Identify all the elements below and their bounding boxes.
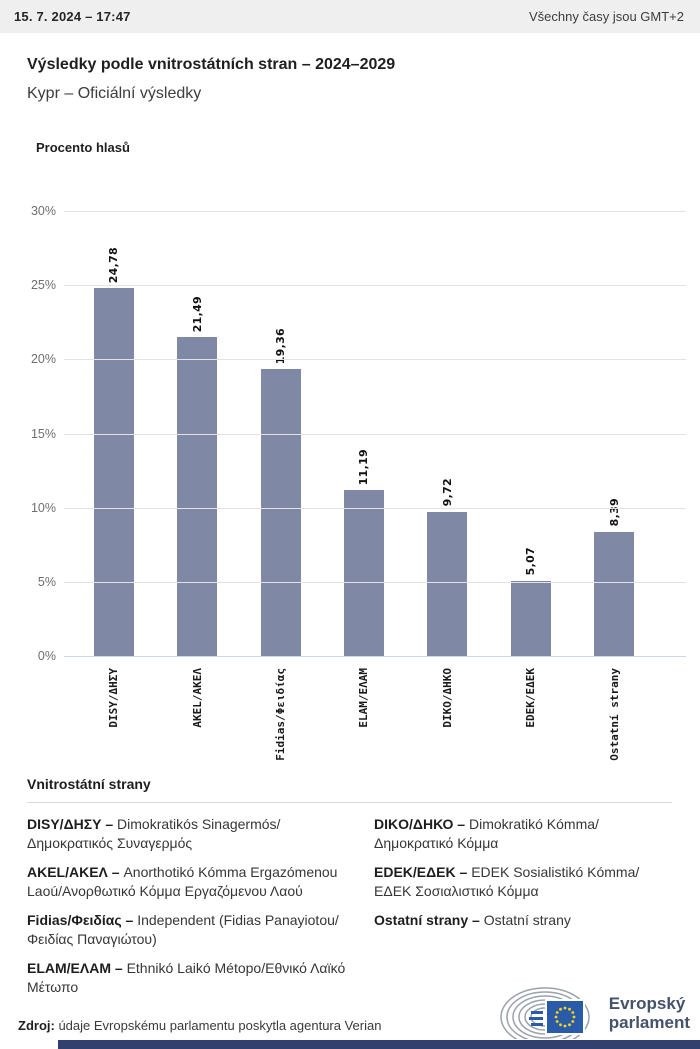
bars-row: 24,78 21,49 19,36 11,19 9,72 5,07 8,39 (64, 211, 686, 656)
bar-column: 24,78 (72, 211, 155, 656)
bottom-bar (58, 1040, 700, 1049)
topbar-datetime: 15. 7. 2024 – 17:47 (14, 9, 131, 24)
source-label: Zdroj: (18, 1018, 55, 1033)
eu-flag-icon (544, 999, 585, 1035)
plot-area: 24,78 21,49 19,36 11,19 9,72 5,07 8,39 30% 25% 2… (31, 204, 686, 663)
bar-column: 5,07 (489, 211, 572, 656)
x-axis-label: DISY/ΔΗΣΥ (107, 668, 121, 728)
legend-entry-description: Anorthotikó Kómma Ergazómenou Laoú/Ανορθ… (27, 864, 338, 899)
chart-axis-title: Procento hlasů (36, 140, 130, 155)
y-tick-label: 30% (30, 204, 56, 218)
topbar-timezone-note: Všechny časy jsou GMT+2 (529, 9, 684, 24)
logo-wordmark: Evropský parlament (609, 994, 690, 1032)
x-label-cell: DIKO/ΔΗΚΟ (406, 656, 489, 766)
legend-entry-name: EDEK/ΕΔΕΚ – (374, 864, 468, 880)
y-tick-label: 10% (30, 500, 56, 515)
legend-entry-description: Ostatní strany (479, 912, 571, 928)
legend-column: DISY/ΔΗΣΥ – Dimokratikós Sinagermós/Δημο… (27, 815, 362, 1007)
x-axis-label: AKEL/ΑΚΕΛ (190, 668, 204, 728)
legend-entry-description: Dimokratikós Sinagermós/Δημοκρατικός Συν… (27, 816, 281, 851)
legend-entry-name: DIKO/ΔΗΚΟ – (374, 816, 466, 832)
footer-source: Zdroj: údaje Evropskému parlamentu posky… (18, 1018, 381, 1033)
bar (93, 288, 134, 656)
legend-entry-description: EDEK Sosialistikó Kómma/ΕΔΕΚ Σοσιαλιστικ… (374, 864, 640, 899)
legend-divider (27, 802, 672, 803)
bar-value-label: 11,19 (357, 448, 371, 486)
legend-entry-name: Fidias/Φειδίας – (27, 912, 134, 928)
x-label-cell: EDEK/ΕΔΕΚ (489, 656, 572, 766)
x-axis-label: ELAM/ΕΛΑΜ (357, 668, 371, 728)
page-subtitle: Kypr – Oficiální výsledky (27, 85, 202, 102)
legend-entry: Ostatní strany – Ostatní strany (374, 911, 672, 930)
bar (427, 511, 468, 656)
bar-column: 8,39 (573, 211, 656, 656)
bar (177, 337, 218, 656)
bar (260, 368, 301, 656)
gridline (64, 211, 686, 212)
x-label-cell: ELAM/ΕΛΑΜ (322, 656, 405, 766)
legend-entry-name: DISY/ΔΗΣΥ – (27, 816, 114, 832)
legend-entry-description: Ethnikó Laikó Métopo/Εθνικό Λαϊκό Μέτωπο (27, 960, 346, 995)
bar (594, 531, 635, 656)
legend-entry-description: Independent (Fidias Panayiotou/Φειδίας Π… (27, 912, 339, 947)
y-tick-label: 25% (30, 278, 56, 293)
y-tick-label: 5% (37, 574, 56, 589)
legend-entry: DIKO/ΔΗΚΟ – Dimokratikó Kómma/Δημοκρατικ… (374, 815, 672, 853)
bar-value-label: 9,72 (440, 478, 454, 507)
legend-entry: Fidias/Φειδίας – Independent (Fidias Pan… (27, 911, 362, 949)
rostrum-stripes (528, 1011, 543, 1026)
x-label-cell: Ostatní strany (573, 656, 656, 766)
legend-section: Vnitrostátní strany DISY/ΔΗΣΥ – Dimokrat… (0, 766, 700, 1007)
bar-column: 19,36 (239, 211, 322, 656)
logo-word-line2: parlament (608, 1013, 690, 1032)
ep-logo: Evropský parlament (489, 987, 690, 1039)
y-tick-label: 15% (30, 426, 56, 441)
bar-column: 21,49 (155, 211, 238, 656)
bar-column: 9,72 (406, 211, 489, 656)
x-axis-label: EDEK/ΕΔΕΚ (524, 668, 538, 728)
gridline (64, 433, 686, 435)
legend-entry-name: Ostatní strany – (374, 912, 480, 928)
topbar: 15. 7. 2024 – 17:47 Všechny časy jsou GM… (0, 0, 700, 33)
legend-entry: ELAM/ΕΛΑΜ – Ethnikó Laikó Métopo/Εθνικό … (27, 959, 362, 997)
bar-value-label: 21,49 (190, 295, 204, 333)
chart: Procento hlasů 24,78 21,49 19,36 11,19 9,72 5… (0, 140, 700, 766)
legend-column: DIKO/ΔΗΚΟ – Dimokratikó Kómma/Δημοκρατικ… (374, 815, 672, 1007)
gridline (64, 359, 686, 361)
source-text: údaje Evropskému parlamentu poskytla age… (54, 1018, 382, 1033)
gridline (64, 507, 686, 509)
x-label-cell: AKEL/ΑΚΕΛ (155, 656, 238, 766)
logo-word-line1: Evropský (608, 994, 686, 1013)
bar-value-label: 8,39 (607, 498, 621, 527)
bar (510, 580, 551, 656)
legend-entry: AKEL/ΑΚΕΛ – Anorthotikó Kómma Ergazómeno… (27, 863, 362, 901)
legend-entry: EDEK/ΕΔΕΚ – EDEK Sosialistikó Kómma/ΕΔΕΚ… (374, 863, 672, 901)
x-label-cell: DISY/ΔΗΣΥ (72, 656, 155, 766)
y-tick-label: 0% (37, 649, 56, 663)
x-axis-label: DIKO/ΔΗΚΟ (440, 668, 454, 728)
bar-value-label: 24,78 (107, 247, 121, 284)
hemicycle-icon (500, 987, 590, 1039)
legend-heading: Vnitrostátní strany (27, 776, 151, 792)
x-label-cell: Fidias/Φειδίας (239, 656, 322, 766)
legend-entry: DISY/ΔΗΣΥ – Dimokratikós Sinagermós/Δημο… (27, 815, 362, 853)
legend-entry-description: Dimokratikó Kómma/Δημοκρατικό Κόμμα (374, 816, 599, 851)
bar-column: 11,19 (322, 211, 405, 656)
y-tick-label: 20% (30, 352, 56, 367)
legend-entry-name: ELAM/ΕΛΑΜ – (27, 960, 123, 976)
title-block: Výsledky podle vnitrostátních stran – 20… (0, 33, 700, 104)
legend-columns: DISY/ΔΗΣΥ – Dimokratikós Sinagermós/Δημο… (27, 815, 672, 1007)
x-axis: DISY/ΔΗΣΥ AKEL/ΑΚΕΛ Fidias/Φειδίας ELAM/ΕΛΑ… (64, 656, 686, 766)
gridline (64, 656, 686, 657)
page-title: Výsledky podle vnitrostátních stran – 20… (27, 56, 396, 73)
x-axis-label: Ostatní strany (607, 668, 621, 761)
gridline (64, 285, 686, 287)
x-axis-label: Fidias/Φειδίας (274, 668, 288, 761)
legend-entry-name: AKEL/ΑΚΕΛ – (27, 864, 120, 880)
bar-value-label: 5,07 (524, 547, 538, 576)
bar (343, 490, 384, 656)
gridline (64, 581, 686, 583)
